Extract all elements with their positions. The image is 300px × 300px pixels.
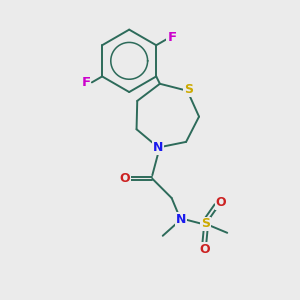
Text: S: S <box>201 218 210 230</box>
Text: F: F <box>167 31 176 44</box>
Text: F: F <box>81 76 91 89</box>
Text: O: O <box>120 172 130 185</box>
Text: N: N <box>176 213 186 226</box>
Text: S: S <box>184 83 193 96</box>
Text: O: O <box>215 196 226 209</box>
Text: O: O <box>199 243 210 256</box>
Text: N: N <box>153 141 164 154</box>
